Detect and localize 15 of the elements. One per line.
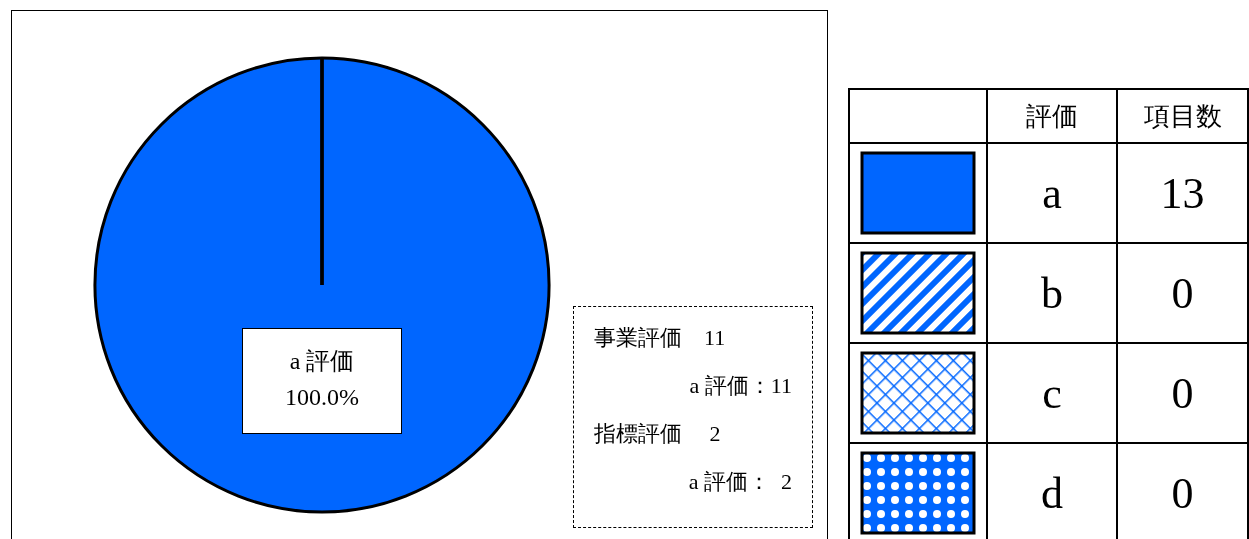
legend-label: b — [986, 243, 1118, 343]
legend-label: c — [986, 343, 1118, 443]
text: 0 — [1171, 468, 1194, 518]
legend-label: a — [986, 143, 1118, 243]
text: 0 — [1171, 268, 1194, 318]
text: a 評価： 2 — [687, 468, 792, 496]
text: 項目数 — [1117, 89, 1248, 143]
text: 指標評価 2 — [594, 420, 722, 448]
legend-title: 評価 — [986, 89, 1118, 143]
text: a 評価 100.0% — [242, 328, 402, 434]
legend-label: d — [986, 443, 1118, 539]
text: a 評価：11 — [688, 372, 792, 400]
text: 0 — [1171, 368, 1194, 418]
text: 事業評価 11 — [594, 324, 727, 352]
data-label: 13 — [1117, 143, 1248, 243]
